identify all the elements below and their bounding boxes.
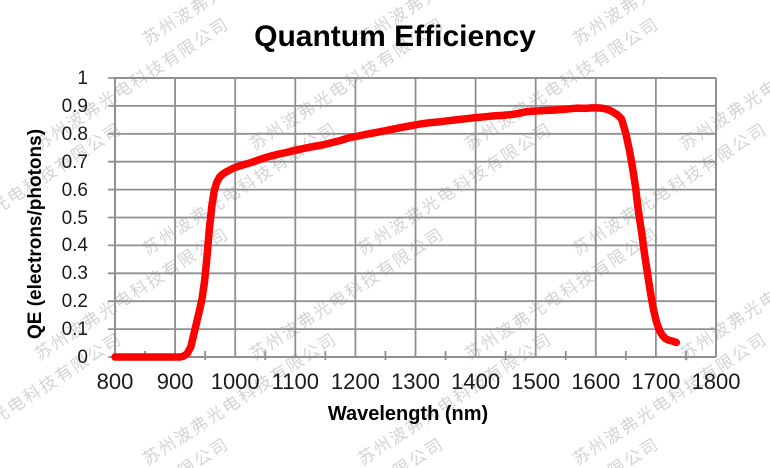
x-tick-label: 1300 [391,369,440,394]
x-tick-label: 1800 [691,369,741,394]
x-tick-label: 1100 [271,369,319,394]
x-tick-label: 1700 [631,369,681,394]
y-tick-label: 0.1 [61,319,88,341]
y-tick-label: 0.6 [61,179,88,201]
x-tick-label: 1500 [511,369,561,394]
x-axis-label: Wavelength (nm) [327,403,489,425]
y-tick-label: 0.9 [61,95,88,117]
x-tick-label: 1000 [210,369,260,394]
x-tick-label: 1400 [451,369,501,394]
x-tick-label: 900 [156,369,194,394]
y-tick-label: 0.4 [61,235,88,257]
y-tick-label: 0.2 [61,291,88,313]
x-tick-label: 800 [96,369,134,394]
x-tick-label: 1200 [330,369,380,394]
y-tick-label: 0.3 [61,263,88,285]
y-tick-label: 0.5 [61,207,88,229]
x-tick-label: 1600 [571,369,621,394]
y-tick-label: 0.7 [61,151,88,173]
chart-title: Quantum Efficiency [254,20,536,53]
y-tick-label: 0.8 [61,123,88,145]
y-tick-label: 1 [77,68,88,89]
y-tick-label: 0 [77,347,88,368]
qe-curve [111,104,681,361]
axes-frame [114,77,717,358]
